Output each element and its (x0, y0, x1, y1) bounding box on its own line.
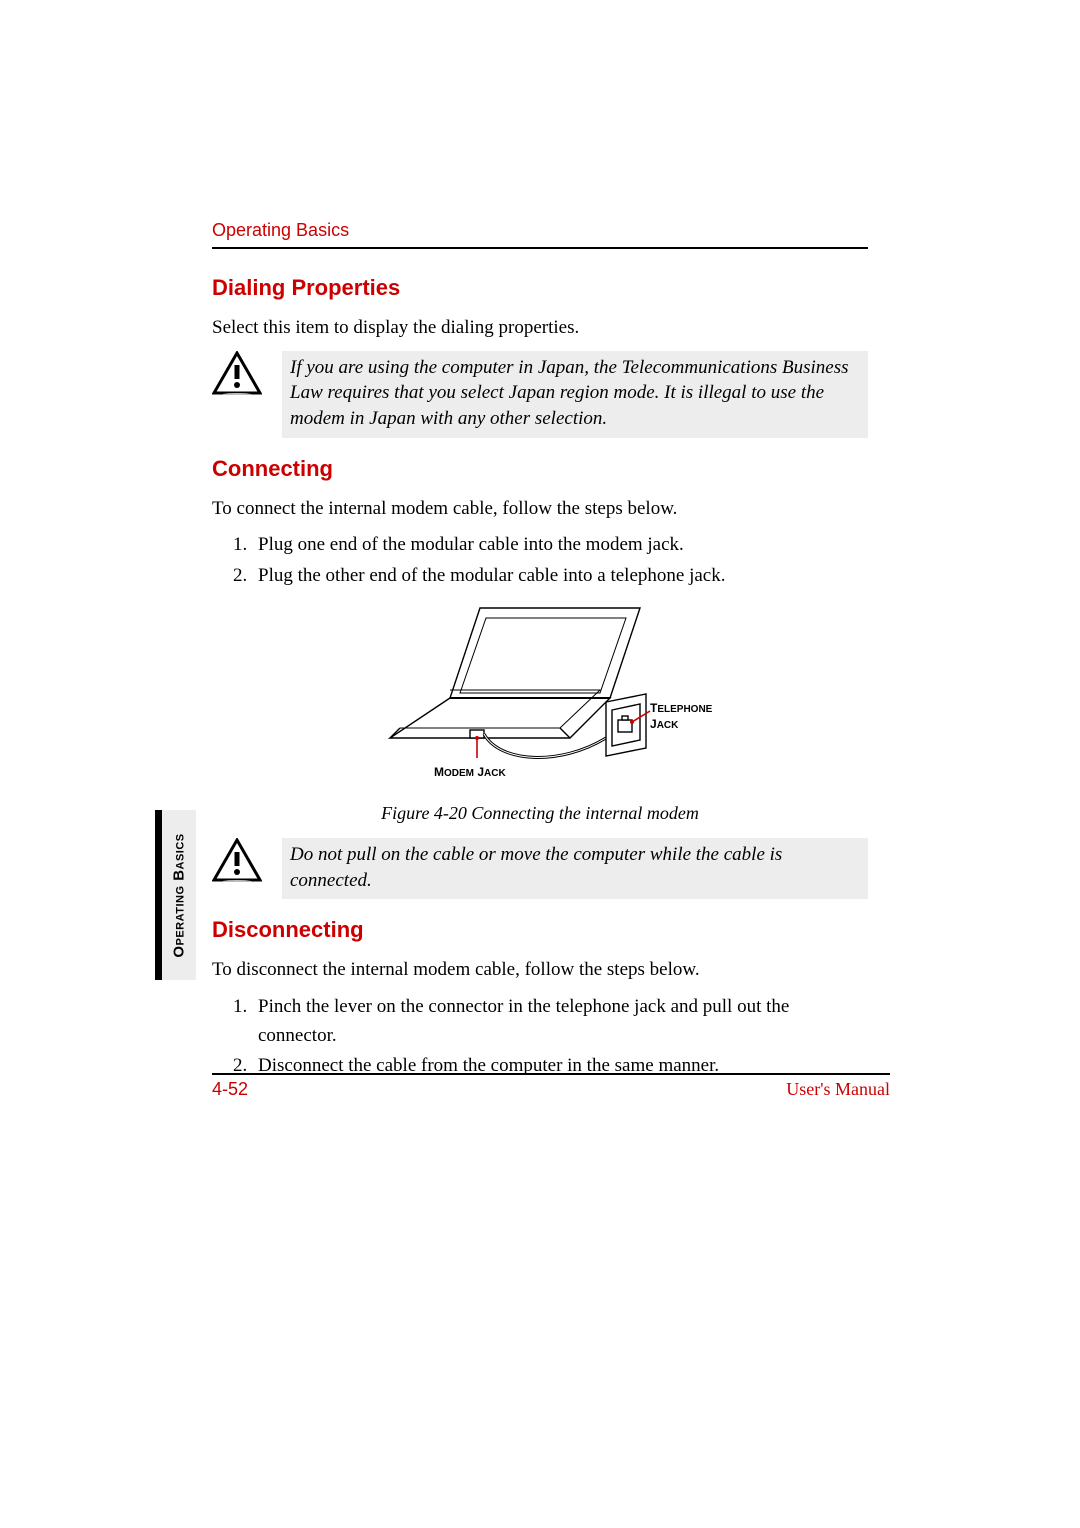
warning-dialing-text: If you are using the computer in Japan, … (282, 351, 868, 438)
svg-text:JACK: JACK (650, 717, 679, 731)
heading-dialing-properties: Dialing Properties (212, 275, 868, 301)
footer-manual-label: User's Manual (786, 1079, 890, 1100)
warning-connecting: Do not pull on the cable or move the com… (212, 838, 868, 899)
disconnecting-steps: Pinch the lever on the connector in the … (212, 993, 868, 1081)
side-tab-label: Operating Basics (171, 833, 188, 957)
label-telephone-jack: TELEPHONE (650, 701, 713, 715)
heading-connecting: Connecting (212, 456, 868, 482)
disconnecting-step-1: Pinch the lever on the connector in the … (252, 993, 868, 1050)
warning-icon (212, 838, 262, 887)
warning-dialing: If you are using the computer in Japan, … (212, 351, 868, 438)
label-modem-jack: MODEM JACK (434, 765, 506, 779)
warning-icon (212, 351, 262, 400)
connecting-steps: Plug one end of the modular cable into t… (212, 531, 868, 590)
disconnecting-intro: To disconnect the internal modem cable, … (212, 957, 868, 983)
dialing-text: Select this item to display the dialing … (212, 315, 868, 341)
page: Operating Basics Dialing Properties Sele… (0, 0, 1080, 1528)
page-footer: 4-52 User's Manual (212, 1073, 890, 1100)
connecting-step-2: Plug the other end of the modular cable … (252, 562, 868, 591)
page-header: Operating Basics (212, 220, 868, 247)
side-tab: Operating Basics (155, 810, 196, 980)
heading-disconnecting: Disconnecting (212, 917, 868, 943)
footer-page-number: 4-52 (212, 1079, 248, 1100)
connecting-intro: To connect the internal modem cable, fol… (212, 496, 868, 522)
warning-connecting-text: Do not pull on the cable or move the com… (282, 838, 868, 899)
header-rule (212, 247, 868, 249)
figure-modem-diagram: TELEPHONE JACK MODEM JACK (350, 598, 730, 793)
connecting-step-1: Plug one end of the modular cable into t… (252, 531, 868, 560)
figure-caption: Figure 4-20 Connecting the internal mode… (212, 803, 868, 824)
footer-rule (212, 1073, 890, 1075)
